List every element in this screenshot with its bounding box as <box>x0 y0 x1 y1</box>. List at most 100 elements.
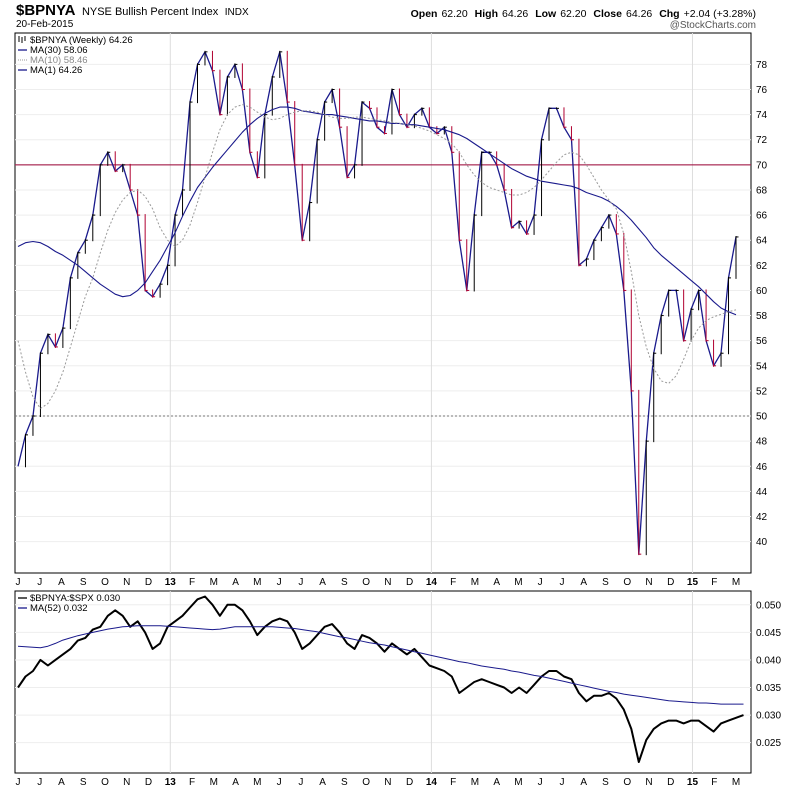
ratio-x-tick-label: D <box>145 777 152 788</box>
ratio-y-tick-label: 0.045 <box>756 628 781 639</box>
ratio-y-tick-label: 0.025 <box>756 738 781 749</box>
price-x-tick-label: J <box>298 577 303 588</box>
ratio-x-tick-label: S <box>80 777 87 788</box>
ratio-x-tick-label: S <box>602 777 609 788</box>
price-x-tick-label: A <box>58 577 65 588</box>
price-x-tick-label: 13 <box>165 577 177 588</box>
price-x-tick-label: S <box>80 577 87 588</box>
high-label: High <box>474 8 498 20</box>
price-x-tick-label: A <box>580 577 587 588</box>
price-y-tick-label: 46 <box>756 462 768 473</box>
price-y-tick-label: 54 <box>756 361 768 372</box>
price-x-tick-label: A <box>493 577 500 588</box>
chart-date: 20-Feb-2015 <box>16 19 74 30</box>
index-name: NYSE Bullish Percent Index <box>81 6 219 18</box>
price-x-tick-label: M <box>471 577 479 588</box>
ratio-x-tick-label: 13 <box>165 777 177 788</box>
ratio-x-tick-label: M <box>514 777 522 788</box>
ratio-x-tick-label: A <box>232 777 239 788</box>
price-x-tick-label: D <box>406 577 413 588</box>
price-x-tick-label: 14 <box>426 577 438 588</box>
price-y-tick-label: 48 <box>756 437 768 448</box>
chart-header: $BPNYA NYSE Bullish Percent Index INDX <box>16 2 249 20</box>
price-x-tick-label: O <box>101 577 109 588</box>
ratio-legend-label: MA(52) 0.032 <box>30 603 88 614</box>
ratio-legend-label: $BPNYA:$SPX 0.030 <box>30 593 120 604</box>
price-x-tick-label: J <box>37 577 42 588</box>
price-x-tick-label: N <box>384 577 391 588</box>
price-x-tick-label: N <box>123 577 130 588</box>
price-x-tick-label: M <box>732 577 740 588</box>
ratio-x-tick-label: F <box>189 777 195 788</box>
price-y-tick-label: 66 <box>756 211 768 222</box>
ratio-x-tick-label: O <box>362 777 370 788</box>
price-y-tick-label: 52 <box>756 386 768 397</box>
price-x-tick-label: J <box>16 577 21 588</box>
open-label: Open <box>410 8 438 20</box>
price-x-tick-label: O <box>362 577 370 588</box>
price-x-tick-label: M <box>253 577 261 588</box>
close-value: 64.26 <box>625 8 653 20</box>
price-x-tick-label: F <box>711 577 717 588</box>
ratio-x-tick-label: J <box>559 777 564 788</box>
price-x-tick-label: F <box>450 577 456 588</box>
ratio-x-tick-label: J <box>37 777 42 788</box>
price-y-tick-label: 68 <box>756 185 768 196</box>
price-x-tick-label: J <box>559 577 564 588</box>
ratio-x-tick-label: N <box>123 777 130 788</box>
price-x-tick-label: S <box>341 577 348 588</box>
ratio-y-tick-label: 0.030 <box>756 711 781 722</box>
ratio-x-tick-label: F <box>711 777 717 788</box>
ratio-x-tick-label: A <box>580 777 587 788</box>
ratio-series-line <box>17 595 744 763</box>
price-legend-label: $BPNYA (Weekly) 64.26 <box>30 35 133 46</box>
ratio-x-tick-label: J <box>538 777 543 788</box>
ratio-x-tick-label: A <box>58 777 65 788</box>
price-y-tick-label: 40 <box>756 537 768 548</box>
open-value: 62.20 <box>441 8 468 20</box>
ma10-series-line <box>17 104 737 409</box>
price-y-tick-label: 50 <box>756 412 768 423</box>
ratio-x-tick-label: D <box>667 777 674 788</box>
ratio-panel: 0.025 0.030 0.035 0.040 0.045 0.050 J J A S O N D 13 F… <box>14 590 781 788</box>
ratio-x-tick-label: O <box>101 777 109 788</box>
ohlc-bar-icon <box>18 36 26 43</box>
price-y-tick-label: 70 <box>756 160 768 171</box>
price-x-tick-label: O <box>623 577 631 588</box>
ratio-ma52-series-line <box>17 625 744 705</box>
ratio-y-tick-label: 0.040 <box>756 655 781 666</box>
ratio-x-tick-label: J <box>16 777 21 788</box>
price-y-tick-label: 56 <box>756 336 768 347</box>
price-x-tick-label: J <box>277 577 282 588</box>
price-panel: 40 42 44 46 48 50 52 54 56 58 60 62 64 66 68 70 72 74 76 78… <box>14 32 768 588</box>
ratio-y-tick-label: 0.035 <box>756 683 781 694</box>
ratio-x-tick-label: F <box>450 777 456 788</box>
price-x-tick-label: J <box>538 577 543 588</box>
low-label: Low <box>535 8 557 20</box>
chg-value: +2.04 (+3.28%) <box>683 8 756 20</box>
stockcharts-logo: @StockCharts.com <box>669 20 756 31</box>
price-frame <box>14 32 752 574</box>
price-x-tick-label: A <box>319 577 326 588</box>
ratio-x-tick-label: N <box>645 777 652 788</box>
price-x-tick-label: M <box>514 577 522 588</box>
ratio-x-tick-label: M <box>253 777 261 788</box>
symbol: $BPNYA <box>16 2 76 19</box>
price-x-tick-label: D <box>145 577 152 588</box>
ma30-series-line <box>17 106 737 316</box>
price-y-tick-label: 58 <box>756 311 768 322</box>
price-x-tick-label: 15 <box>687 577 699 588</box>
ratio-x-tick-label: N <box>384 777 391 788</box>
price-y-tick-label: 64 <box>756 236 768 247</box>
exchange-label: INDX <box>224 7 249 18</box>
high-value: 64.26 <box>501 8 529 20</box>
price-y-tick-label: 72 <box>756 135 768 146</box>
quote-summary: Open 62.20 High 64.26 Low 62.20 Close 64.26 … <box>407 8 756 20</box>
ratio-y-tick-label: 0.050 <box>756 600 781 611</box>
price-x-tick-label: F <box>189 577 195 588</box>
price-x-tick-label: D <box>667 577 674 588</box>
ratio-x-tick-label: M <box>210 777 218 788</box>
